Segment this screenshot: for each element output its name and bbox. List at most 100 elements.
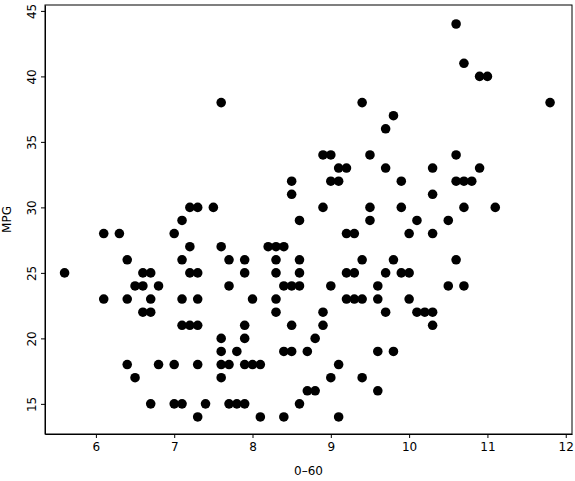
point: [326, 281, 336, 291]
point: [404, 294, 414, 304]
x-tick: 12: [559, 434, 574, 454]
point: [310, 334, 320, 344]
y-tick-label: 35: [25, 135, 39, 150]
point: [287, 320, 297, 330]
y-tick-label: 30: [25, 200, 39, 215]
x-tick-label: 6: [93, 440, 101, 454]
point: [459, 203, 469, 213]
point: [373, 386, 383, 396]
point: [334, 360, 344, 370]
point: [193, 360, 203, 370]
point: [271, 268, 281, 278]
point: [334, 176, 344, 186]
point: [224, 255, 234, 265]
point: [271, 307, 281, 317]
point: [475, 163, 485, 173]
point: [193, 268, 203, 278]
point: [389, 255, 399, 265]
point: [334, 412, 344, 422]
y-tick: 20: [25, 331, 45, 346]
x-tick-label: 10: [402, 440, 417, 454]
point: [373, 294, 383, 304]
point: [146, 307, 156, 317]
point: [295, 399, 305, 409]
point: [122, 255, 132, 265]
y-axis: 15202530354045: [25, 4, 46, 435]
point: [397, 203, 407, 213]
point: [357, 294, 367, 304]
x-axis: 6789101112: [46, 434, 574, 454]
point: [373, 281, 383, 291]
point: [295, 255, 305, 265]
point: [326, 373, 336, 383]
point: [451, 150, 461, 160]
y-tick-label: 45: [25, 4, 39, 19]
point: [365, 203, 375, 213]
point: [240, 334, 250, 344]
plot-area: 678910111215202530354045: [25, 4, 574, 454]
point: [271, 255, 281, 265]
point: [357, 255, 367, 265]
point: [216, 98, 226, 108]
point: [193, 320, 203, 330]
point: [216, 373, 226, 383]
point: [224, 360, 234, 370]
point: [365, 216, 375, 226]
point: [177, 216, 187, 226]
point: [224, 281, 234, 291]
point: [428, 307, 438, 317]
y-tick-label: 40: [25, 69, 39, 84]
point: [138, 281, 148, 291]
point: [122, 360, 132, 370]
point: [287, 189, 297, 199]
y-tick-label: 20: [25, 331, 39, 346]
point: [381, 268, 391, 278]
point: [318, 320, 328, 330]
point: [451, 255, 461, 265]
point: [279, 412, 289, 422]
point: [271, 294, 281, 304]
x-tick: 10: [402, 434, 417, 454]
point: [310, 386, 320, 396]
point: [256, 412, 266, 422]
point: [397, 176, 407, 186]
x-tick-label: 8: [249, 440, 257, 454]
point: [373, 347, 383, 357]
point: [295, 268, 305, 278]
point: [240, 255, 250, 265]
point: [146, 399, 156, 409]
x-tick: 11: [480, 434, 495, 454]
point: [287, 347, 297, 357]
point: [389, 111, 399, 121]
y-tick: 30: [25, 200, 45, 215]
point: [412, 216, 422, 226]
plot-frame: [45, 5, 572, 434]
point: [256, 360, 266, 370]
point: [295, 216, 305, 226]
point: [240, 399, 250, 409]
chart: 6789101112152025303540450–60MPG: [0, 0, 575, 481]
point: [381, 307, 391, 317]
point: [185, 242, 195, 252]
x-tick-label: 12: [559, 440, 574, 454]
point: [193, 294, 203, 304]
point: [115, 229, 125, 239]
point: [365, 150, 375, 160]
x-tick-label: 7: [171, 440, 179, 454]
point: [404, 268, 414, 278]
y-tick-mark: [41, 338, 45, 339]
point: [177, 255, 187, 265]
point: [154, 281, 164, 291]
x-tick: 8: [249, 434, 257, 454]
point: [350, 268, 360, 278]
point: [428, 163, 438, 173]
y-tick: 25: [25, 266, 45, 281]
y-tick-mark: [41, 11, 45, 12]
point: [130, 373, 140, 383]
point: [357, 373, 367, 383]
y-tick: 40: [25, 69, 45, 84]
point: [381, 163, 391, 173]
point: [443, 216, 453, 226]
point: [216, 242, 226, 252]
x-tick-mark: [331, 434, 332, 438]
